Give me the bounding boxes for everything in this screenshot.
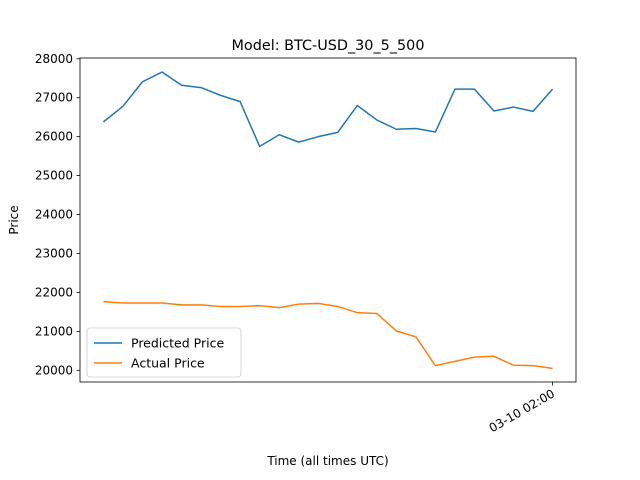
y-tick-label: 20000	[35, 363, 73, 377]
legend-label-0: Predicted Price	[131, 336, 224, 351]
y-axis: 20000 21000 22000 23000 24000 25000 26000 27000…	[35, 52, 80, 377]
series-line-1	[103, 301, 553, 370]
y-tick-label: 21000	[35, 324, 73, 338]
x-tick-label: 03-10 02:00	[487, 386, 557, 435]
y-tick-label: 23000	[35, 246, 73, 260]
y-tick-label: 22000	[35, 285, 73, 299]
series-line-0	[102, 71, 554, 148]
series-layer	[102, 71, 554, 370]
x-axis-label: Time (all times UTC)	[266, 454, 388, 468]
legend: Predicted Price Actual Price	[86, 327, 242, 378]
plot-frame	[79, 57, 577, 383]
chart-title: Model: BTC-USD_30_5_500	[232, 38, 425, 54]
y-axis-label: Price	[7, 205, 21, 234]
y-tick-label: 26000	[35, 130, 73, 144]
y-tick-label: 25000	[35, 169, 73, 183]
legend-label-1: Actual Price	[131, 356, 205, 371]
y-tick-label: 28000	[35, 52, 73, 66]
x-axis: 03-10 02:00	[487, 382, 557, 435]
y-tick-label: 27000	[35, 91, 73, 105]
legend-box	[86, 327, 242, 378]
y-tick-label: 24000	[35, 208, 73, 222]
